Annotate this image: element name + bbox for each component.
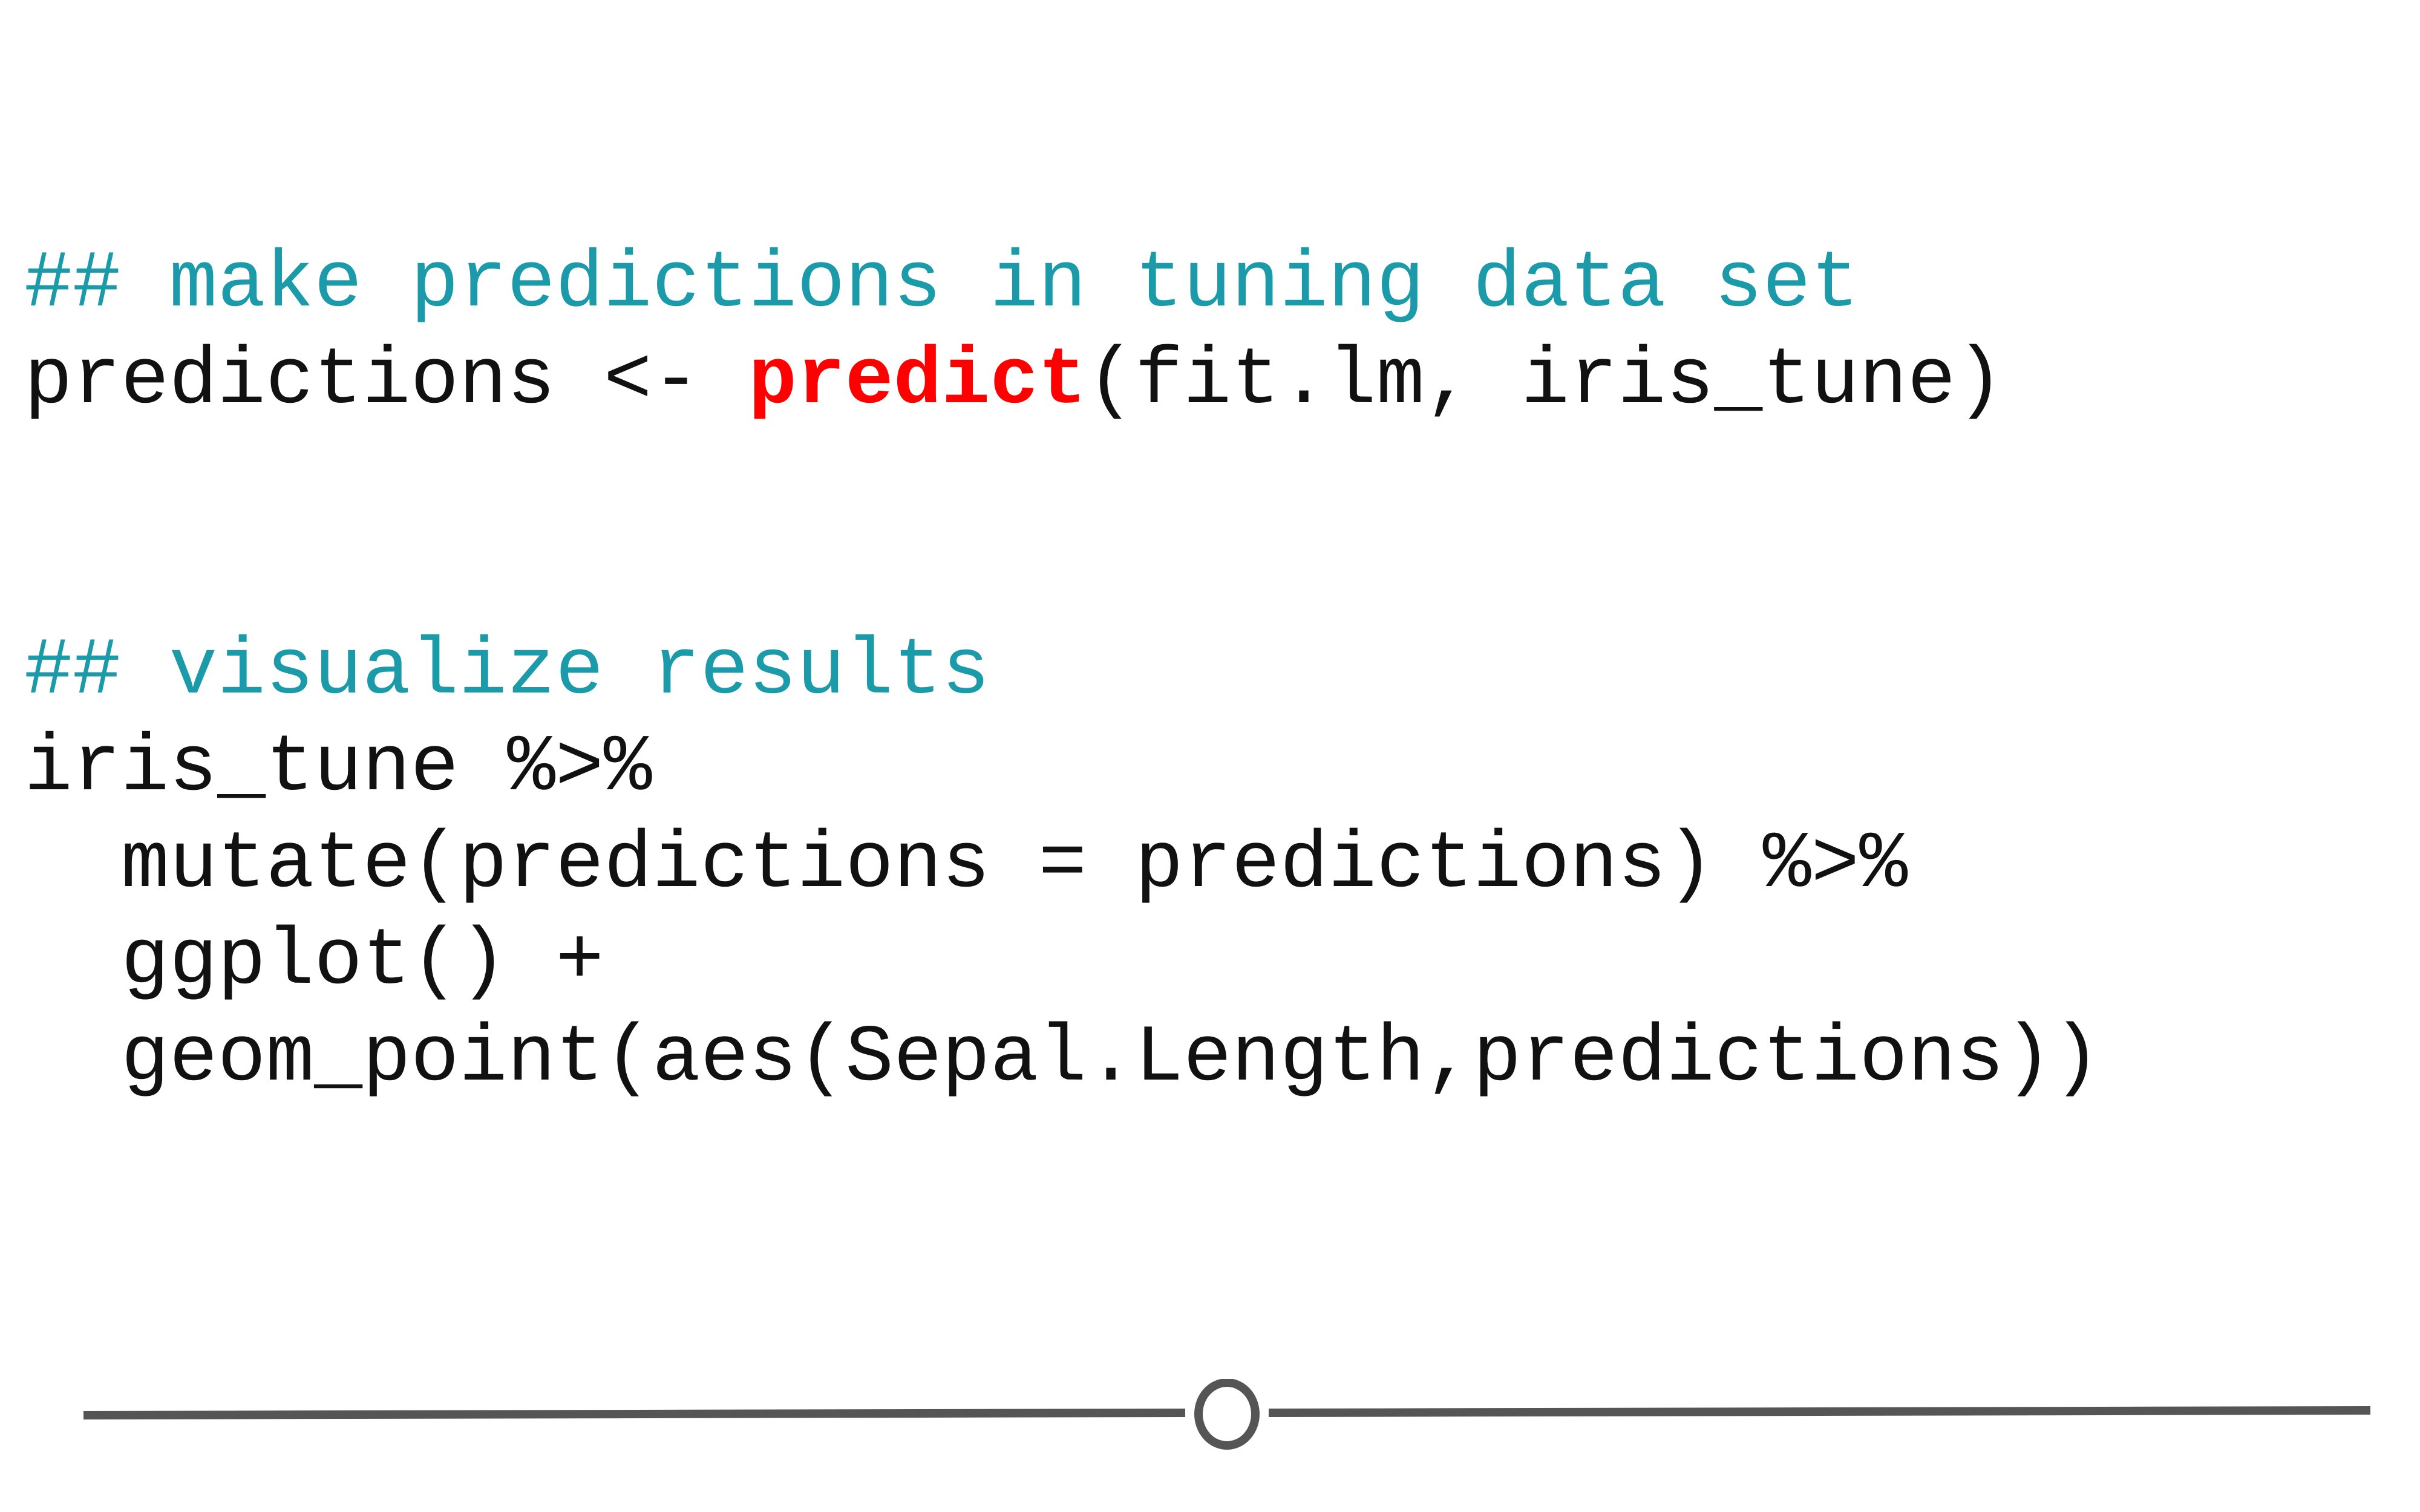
code-line-mutate: mutate(predictions = predictions) %>% bbox=[121, 819, 1908, 910]
slider-track[interactable] bbox=[83, 1379, 2370, 1452]
code-line-iris-tune-pipe: iris_tune %>% bbox=[24, 722, 652, 813]
predict-keyword: predict bbox=[748, 335, 1087, 426]
progress-slider[interactable] bbox=[83, 1379, 2370, 1452]
code-line-geom-point: geom_point(aes(Sepal.Length,predictions)… bbox=[121, 1012, 2101, 1104]
code-line-predictions: predictions <- predict(fit.lm, iris_tune… bbox=[24, 333, 2004, 429]
slider-track-left bbox=[83, 1409, 1186, 1419]
slider-thumb[interactable] bbox=[1194, 1379, 1260, 1450]
slider-track-right bbox=[1268, 1406, 2370, 1417]
code-predict-args: (fit.lm, iris_tune) bbox=[1086, 335, 2004, 426]
comment-make-predictions: ## make predictions in tuning data set bbox=[24, 238, 1859, 330]
code-predictions-assign: predictions <- bbox=[24, 335, 749, 426]
code-line-ggplot: ggplot() + bbox=[121, 916, 604, 1007]
comment-visualize-results: ## visualize results bbox=[24, 625, 990, 717]
